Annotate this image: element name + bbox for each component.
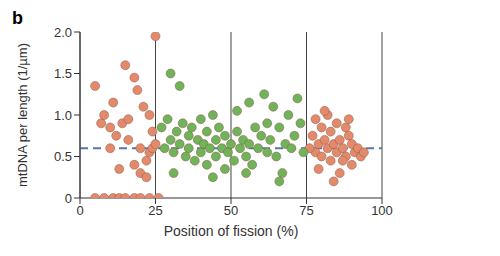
svg-text:1.5: 1.5 — [54, 66, 72, 81]
svg-text:mtDNA per length (1/µm): mtDNA per length (1/µm) — [15, 43, 30, 187]
svg-text:0.5: 0.5 — [54, 149, 72, 164]
svg-text:2.0: 2.0 — [54, 25, 72, 40]
svg-text:1.0: 1.0 — [54, 108, 72, 123]
svg-text:50: 50 — [224, 203, 238, 218]
html-text:b: b — [12, 8, 23, 28]
svg-text:0: 0 — [76, 203, 83, 218]
svg-text:0: 0 — [65, 191, 72, 206]
svg-text:75: 75 — [299, 203, 313, 218]
svg-text:Position of fission (%): Position of fission (%) — [164, 223, 299, 239]
svg-text:100: 100 — [371, 203, 393, 218]
svg-text:25: 25 — [148, 203, 162, 218]
